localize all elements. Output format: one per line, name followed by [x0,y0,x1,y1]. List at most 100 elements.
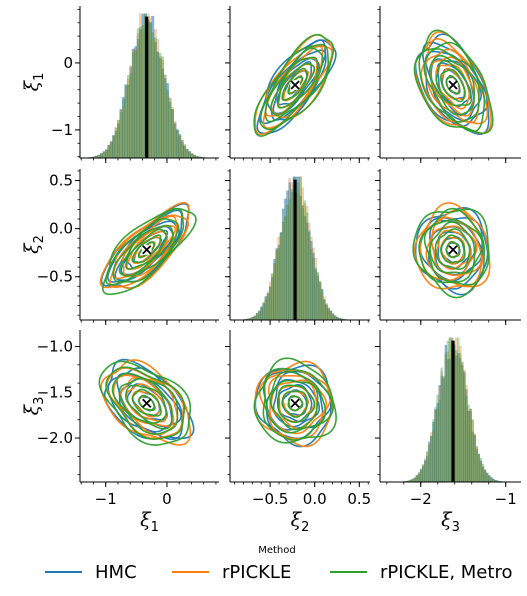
histogram-bar [421,464,425,483]
histogram-bar [314,267,317,321]
panel-r1-c3 [375,6,521,163]
histogram-bar [268,286,272,321]
contour-line [98,360,192,446]
contour-line [435,59,473,107]
histogram-bar [190,153,194,159]
histogram-bar [271,273,274,321]
histogram-bar [173,122,177,159]
histogram-bar [168,97,172,159]
histogram-bar [310,249,313,321]
histogram-bar [161,56,165,159]
legend-title: Method [258,545,296,556]
histogram-bar [290,189,294,321]
histogram-bar [417,472,421,483]
contour-line [272,378,321,428]
contour-line [281,390,308,418]
y-axis-label: ξ3 [21,397,47,416]
histogram-bar [465,395,468,483]
histogram-bar [102,151,106,159]
contour-line [282,69,310,102]
histogram-bar [473,434,476,483]
histogram-bar [316,272,320,321]
contour-line [428,54,475,116]
histogram-bar [185,149,189,159]
histogram-bar [131,52,135,159]
contour-line [445,74,461,95]
y-tick-label: −1.5 [37,383,73,401]
histogram-bar [104,150,108,159]
contour-line [270,56,319,116]
histogram-bar [153,37,157,159]
histogram-bar [327,308,330,321]
mean-marker [448,80,458,90]
histogram-bar [109,141,113,159]
histogram-bar [124,84,128,159]
histogram-bar [156,52,160,159]
contour-line [419,209,485,288]
legend-label: HMC [95,562,137,583]
histogram-bar [318,280,322,321]
contour-line [413,29,494,135]
legend-label: rPICKLE [222,562,291,583]
x-axis-label: ξ2 [291,509,310,535]
histogram-bar [481,463,485,483]
legend-entry: rPICKLE [172,562,291,583]
contour-line [423,218,484,283]
histogram-bar [122,99,125,159]
histogram-bar [253,316,257,321]
histogram-bar [475,446,478,483]
histogram-bar [331,314,335,321]
contour-line [253,33,335,137]
histogram-bar [463,372,466,483]
histogram-bar [136,28,140,159]
histogram-bar [454,350,458,483]
contour-line [440,68,466,103]
histogram-bar [127,75,130,159]
mean-marker [290,398,300,408]
histogram-bar [151,32,155,159]
contour-line [281,67,308,102]
histogram-bar [459,353,462,483]
histogram-bar [428,445,431,483]
x-axis-label-index: 1 [151,520,159,535]
legend-entry: HMC [45,562,137,583]
histogram-bar [183,144,187,159]
histogram-bar [299,176,302,321]
contour-line [429,56,475,117]
histogram-bar [163,74,167,159]
histogram-bar [258,311,261,321]
histogram-bar [139,26,142,159]
panel-r3-c1 [75,330,219,487]
histogram-bar [446,340,450,483]
histogram-bar [434,407,437,483]
panel-r2-c3 [375,169,521,325]
legend-label: rPICKLE, Metro [380,562,512,583]
contour-line [418,207,486,286]
panel-r2-c1 [75,169,219,325]
contour-line [131,388,162,417]
contour-line [253,357,337,444]
panel-r3-c3 [375,330,521,487]
histogram-bar [485,473,489,483]
contour-line [436,229,472,270]
histogram-bar [487,476,491,483]
y-tick-label: 0.5 [49,172,73,190]
contour-line [269,379,319,431]
contour-line [126,230,169,270]
histogram-bar [255,313,259,321]
contour-line [276,383,313,423]
x-tick-label: −1 [495,490,517,508]
histogram-bar [312,258,315,321]
histogram-bar [490,477,493,483]
histogram-bar [436,394,439,483]
x-tick-label: −0.5 [252,490,288,508]
y-axis-label-index: 1 [32,73,47,81]
histogram-bar [284,215,287,321]
y-axis-label: ξ1 [21,73,47,92]
contour-line [119,376,175,427]
contour-line [118,224,174,277]
histogram-bar [320,290,324,321]
histogram-bar [171,108,174,159]
histogram-bar [424,461,427,483]
histogram-bar [178,135,182,159]
